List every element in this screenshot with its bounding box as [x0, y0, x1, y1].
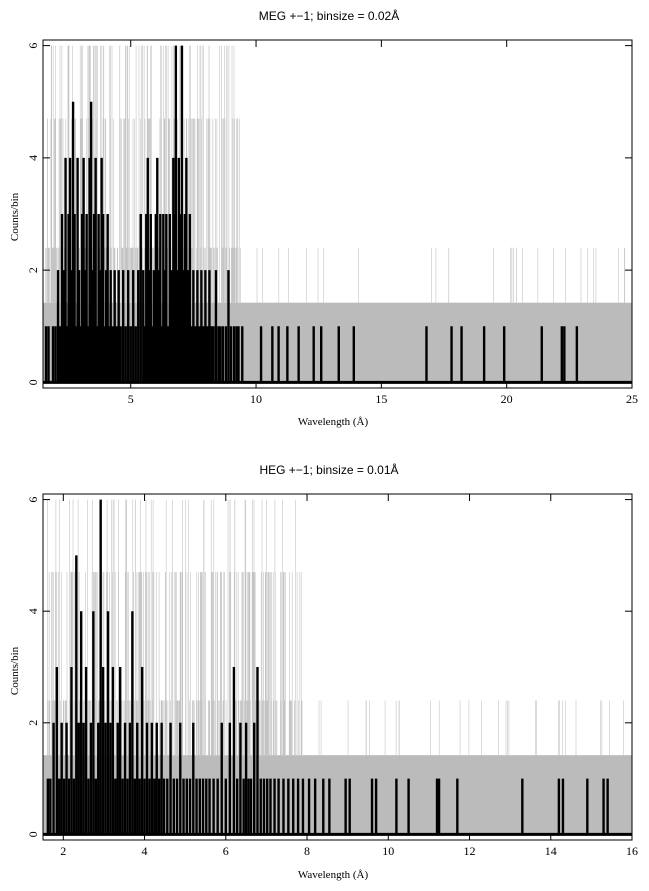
y-tick-label: 0: [26, 831, 40, 837]
y-tick-label: 6: [26, 497, 40, 503]
y-tick-label: 4: [26, 608, 40, 614]
background-spikes: [47, 499, 624, 756]
chart-title: MEG +−1; binsize = 0.02Å: [259, 8, 399, 23]
y-tick-label: 2: [26, 720, 40, 726]
x-axis-label: Wavelength (Å): [298, 416, 369, 428]
x-tick-label: 25: [626, 392, 638, 406]
x-tick-label: 10: [382, 844, 394, 858]
data-series: [43, 499, 632, 836]
x-tick-label: 20: [501, 392, 513, 406]
y-axis-label: Counts/bin: [9, 646, 21, 695]
x-tick-label: 16: [626, 844, 638, 858]
data-series: [43, 45, 632, 384]
y-tick-label: 6: [26, 43, 40, 49]
meg-panel: MEG +−1; binsize = 0.02Å 5 10 15 20 25 0 2 4 6 W…: [9, 8, 638, 428]
x-tick-label: 5: [128, 392, 134, 406]
chart-title: HEG +−1; binsize = 0.01Å: [259, 462, 398, 477]
axis-ticks: 2 4 6 8 10 12 14 16 0 2 4 6: [26, 494, 638, 858]
axis-ticks: 5 10 15 20 25 0 2 4 6: [26, 40, 638, 406]
x-tick-label: 14: [545, 844, 557, 858]
x-tick-label: 12: [464, 844, 476, 858]
x-axis-label: Wavelength (Å): [298, 869, 369, 881]
x-tick-label: 6: [223, 844, 229, 858]
x-tick-label: 4: [142, 844, 148, 858]
y-tick-label: 4: [26, 155, 40, 161]
x-tick-label: 8: [304, 844, 310, 858]
plot-frame: [42, 39, 633, 389]
heg-panel: HEG +−1; binsize = 0.01Å 2 4 6 8 10 12 14 16 0 2 4…: [9, 462, 638, 881]
y-tick-label: 0: [26, 379, 40, 385]
x-tick-label: 10: [250, 392, 262, 406]
background-spikes: [45, 45, 625, 303]
x-tick-label: 2: [60, 844, 66, 858]
y-axis-label: Counts/bin: [9, 192, 21, 241]
plot-frame: [42, 493, 633, 841]
y-tick-label: 2: [26, 267, 40, 273]
x-tick-label: 15: [375, 392, 387, 406]
